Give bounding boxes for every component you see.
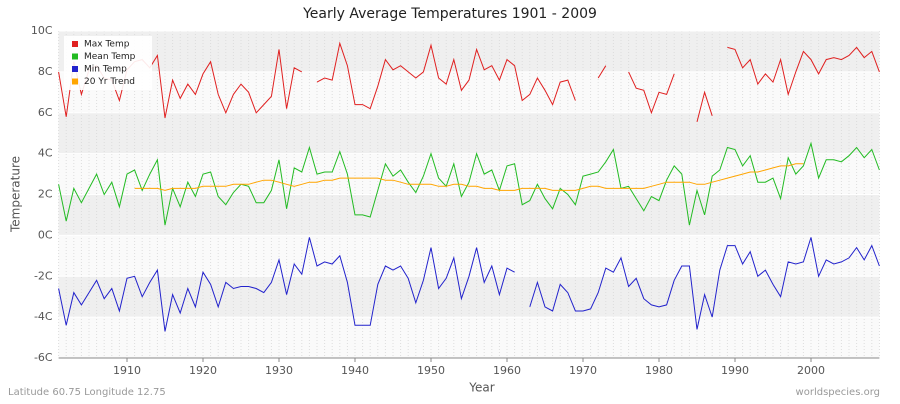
x-tick-label: 1940	[341, 364, 369, 377]
y-tick-label: 0C	[38, 228, 53, 241]
legend-swatch	[72, 66, 78, 72]
y-axis-label: Temperature	[9, 156, 23, 233]
footer-right: worldspecies.org	[796, 387, 880, 398]
x-tick-label: 2000	[797, 364, 825, 377]
x-tick-label: 1910	[113, 364, 141, 377]
y-tick-label: -6C	[34, 351, 53, 364]
series-line	[58, 141, 880, 226]
legend: Max Temp Mean Temp Min Temp 20 Yr Trend	[64, 36, 152, 90]
x-axis-label: Year	[468, 381, 494, 395]
legend-label: Mean Temp	[84, 52, 136, 62]
legend-box	[64, 36, 152, 90]
series-line	[134, 163, 804, 191]
y-tick-label: 6C	[38, 106, 53, 119]
legend-label: Min Temp	[84, 65, 127, 75]
x-tick-label: 1970	[569, 364, 597, 377]
footer-left: Latitude 60.75 Longitude 12.75	[8, 387, 166, 398]
y-tick-label: 8C	[38, 65, 53, 78]
legend-label: 20 Yr Trend	[84, 77, 135, 87]
y-tick-label: 4C	[38, 147, 53, 160]
series-line	[58, 41, 880, 123]
legend-label: Max Temp	[84, 40, 130, 50]
x-tick-label: 1930	[265, 364, 293, 377]
x-tick-label: 1990	[721, 364, 749, 377]
series-line	[58, 237, 880, 332]
x-tick-label: 1960	[493, 364, 521, 377]
x-tick-label: 1950	[417, 364, 445, 377]
x-tick-label: 1980	[645, 364, 673, 377]
chart-title: Yearly Average Temperatures 1901 - 2009	[302, 6, 597, 22]
y-tick-label: -4C	[34, 310, 53, 323]
y-tick-label: -2C	[34, 269, 53, 282]
x-tick-label: 1920	[189, 364, 217, 377]
legend-swatch	[72, 78, 78, 85]
y-tick-label: 2C	[38, 188, 53, 201]
legend-swatch	[72, 41, 78, 47]
y-tick-label: 10C	[31, 24, 53, 37]
legend-swatch	[72, 53, 78, 60]
